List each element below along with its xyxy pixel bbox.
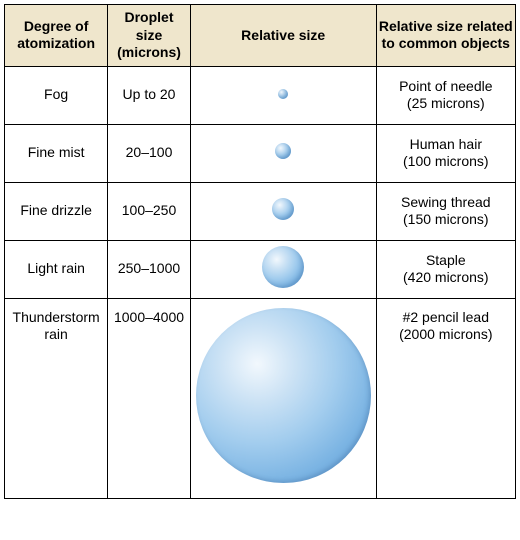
cell-object: Staple(420 microns) (376, 240, 515, 298)
header-row: Degree of atomization Droplet size (micr… (5, 5, 516, 67)
cell-degree: Fine mist (5, 124, 108, 182)
cell-degree: Fine drizzle (5, 182, 108, 240)
object-line2: (420 microns) (379, 269, 513, 287)
cell-droplet (190, 124, 376, 182)
col-header-relative-label: Relative size (241, 27, 325, 43)
object-line1: Staple (379, 252, 513, 270)
cell-object: #2 pencil lead(2000 microns) (376, 298, 515, 498)
droplet-icon (262, 246, 304, 288)
object-line2: (100 microns) (379, 153, 513, 171)
cell-size: 1000–4000 (108, 298, 191, 498)
cell-object: Point of needle(25 microns) (376, 66, 515, 124)
cell-droplet (190, 66, 376, 124)
object-line1: Point of needle (379, 78, 513, 96)
degree-text: Light rain (27, 260, 85, 276)
table-row: Thunderstorm rain 1000–4000 #2 pencil lead… (5, 298, 516, 498)
object-line1: Sewing thread (379, 194, 513, 212)
droplet-icon (275, 143, 291, 159)
cell-size: 100–250 (108, 182, 191, 240)
cell-size: 250–1000 (108, 240, 191, 298)
object-line2: (25 microns) (379, 95, 513, 113)
cell-droplet (190, 240, 376, 298)
atomization-table: Degree of atomization Droplet size (micr… (4, 4, 516, 499)
col-header-object-label: Relative size related to common objects (379, 18, 513, 52)
cell-object: Human hair(100 microns) (376, 124, 515, 182)
table-row: Light rain 250–1000 Staple(420 microns) (5, 240, 516, 298)
object-line1: Human hair (379, 136, 513, 154)
cell-degree: Light rain (5, 240, 108, 298)
size-text: 20–100 (126, 144, 173, 160)
cell-size: 20–100 (108, 124, 191, 182)
cell-object: Sewing thread(150 microns) (376, 182, 515, 240)
degree-text: Thunderstorm rain (13, 309, 100, 343)
degree-text: Fog (44, 86, 68, 102)
col-header-degree-label: Degree of atomization (17, 18, 95, 52)
size-text: Up to 20 (123, 86, 176, 102)
table-row: Fine drizzle 100–250 Sewing thread(150 mic… (5, 182, 516, 240)
col-header-size: Droplet size (microns) (108, 5, 191, 67)
col-header-size-label: Droplet size (microns) (117, 9, 181, 60)
cell-size: Up to 20 (108, 66, 191, 124)
droplet-icon (278, 89, 288, 99)
droplet-icon (272, 198, 294, 220)
droplet-icon (196, 308, 371, 483)
cell-degree: Thunderstorm rain (5, 298, 108, 498)
degree-text: Fine drizzle (20, 202, 92, 218)
cell-droplet (190, 182, 376, 240)
cell-degree: Fog (5, 66, 108, 124)
table-row: Fine mist 20–100 Human hair(100 microns) (5, 124, 516, 182)
size-text: 250–1000 (118, 260, 180, 276)
cell-droplet (190, 298, 376, 498)
col-header-relative: Relative size (190, 5, 376, 67)
object-line2: (150 microns) (379, 211, 513, 229)
object-line2: (2000 microns) (379, 326, 513, 344)
col-header-degree: Degree of atomization (5, 5, 108, 67)
degree-text: Fine mist (28, 144, 85, 160)
table-row: Fog Up to 20 Point of needle(25 microns) (5, 66, 516, 124)
object-line1: #2 pencil lead (379, 309, 513, 327)
size-text: 100–250 (122, 202, 177, 218)
table-body: FogUp to 20Point of needle(25 microns)Fi… (5, 66, 516, 498)
size-text: 1000–4000 (114, 309, 184, 325)
col-header-object: Relative size related to common objects (376, 5, 515, 67)
